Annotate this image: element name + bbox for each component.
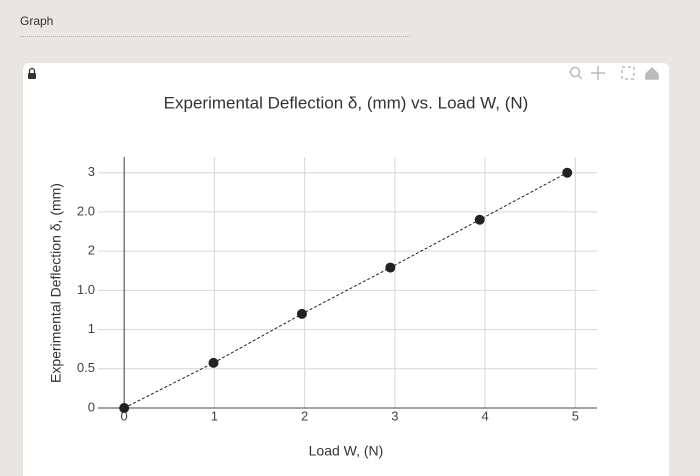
autoscale-button[interactable] — [621, 66, 635, 80]
x-tick-label: 4 — [481, 408, 488, 423]
y-tick-label: 0.5 — [77, 360, 95, 375]
chart-card — [23, 63, 669, 476]
y-tick-label: 3 — [88, 164, 95, 179]
trend-line — [123, 172, 568, 409]
x-tick-label: 1 — [211, 408, 218, 423]
section-label: Graph — [20, 14, 54, 28]
toolbar[interactable] — [569, 66, 659, 80]
x-tick-label: 5 — [572, 408, 579, 423]
y-tick-label: 1 — [88, 321, 95, 336]
y-tick-label: 2.0 — [77, 203, 95, 218]
data-point — [562, 167, 573, 178]
home-button[interactable] — [645, 66, 659, 80]
data-point — [474, 214, 485, 225]
zoom-button[interactable] — [569, 66, 583, 80]
data-point — [296, 308, 307, 319]
y-axis-title: Experimental Deflection δ, (mm) — [48, 183, 64, 383]
x-tick-label: 0 — [121, 408, 128, 423]
y-tick-label: 2 — [88, 243, 95, 258]
divider — [20, 36, 410, 37]
y-tick-label: 0 — [88, 399, 95, 414]
x-axis-title: Load W, (N) — [309, 443, 384, 459]
data-point — [208, 357, 219, 368]
x-tick-label: 2 — [301, 408, 308, 423]
y-tick-label: 1.0 — [77, 282, 95, 297]
lock-icon — [28, 67, 36, 79]
x-tick-label: 3 — [391, 408, 398, 423]
data-point — [119, 403, 130, 413]
pan-button[interactable] — [591, 66, 605, 80]
chart-title: Experimental Deflection δ, (mm) vs. Load… — [164, 93, 529, 112]
data-point — [385, 262, 396, 273]
